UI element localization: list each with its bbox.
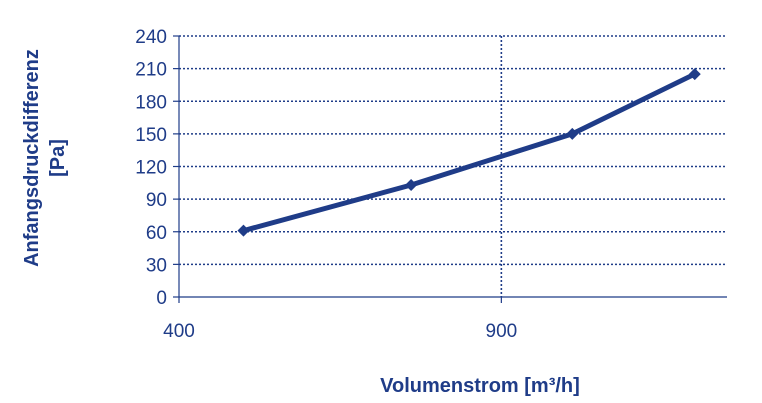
data-point-marker [688, 68, 701, 81]
x-tick-labels: 400 900 [163, 321, 517, 342]
y-tick-label: 60 [146, 223, 167, 244]
grid-lines [179, 35, 727, 297]
y-tick-labels: 0 30 60 90 120 150 180 210 240 [135, 27, 167, 309]
y-tick-label: 210 [135, 60, 167, 81]
x-tick-label: 400 [163, 321, 195, 342]
x-tick-label: 900 [486, 321, 518, 342]
y-axis-label-line-2: [Pa] [47, 139, 69, 177]
y-tick-label: 0 [156, 288, 167, 309]
y-tick-label: 180 [135, 92, 167, 113]
data-point-marker [566, 127, 579, 140]
series-line [240, 71, 698, 234]
data-point-marker [405, 178, 418, 191]
y-tick-label: 150 [135, 125, 167, 146]
y-axis-label-line-1: Anfangsdruckdifferenz [21, 49, 43, 267]
axes [173, 35, 727, 303]
series [237, 68, 701, 237]
y-tick-label: 240 [135, 27, 167, 48]
y-tick-label: 30 [146, 255, 167, 276]
y-tick-label: 90 [146, 190, 167, 211]
y-tick-label: 120 [135, 158, 167, 179]
x-axis-label: Volumenstrom [m³/h] [380, 375, 580, 397]
data-point-marker [237, 224, 250, 237]
